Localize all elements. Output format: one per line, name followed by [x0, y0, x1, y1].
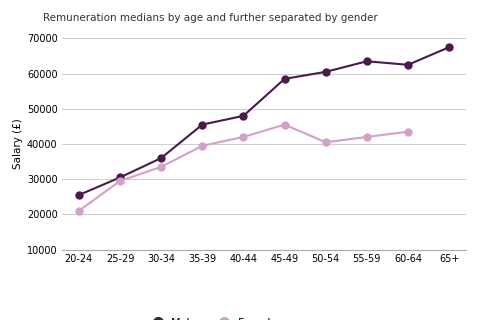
Male: [405, 63, 411, 67]
Female: [76, 209, 82, 213]
Line: Male: Male: [75, 44, 453, 198]
Male: [240, 114, 246, 118]
Male: [117, 175, 123, 179]
Legend: Male, Female: Male, Female: [149, 313, 282, 320]
Female: [158, 165, 164, 169]
Female: [405, 130, 411, 133]
Female: [199, 144, 205, 148]
Female: [117, 179, 123, 183]
Male: [446, 45, 452, 49]
Female: [323, 140, 329, 144]
Y-axis label: Salary (£): Salary (£): [12, 119, 23, 169]
Male: [282, 77, 288, 81]
Line: Female: Female: [75, 121, 411, 214]
Female: [364, 135, 370, 139]
Male: [199, 123, 205, 126]
Male: [364, 59, 370, 63]
Female: [240, 135, 246, 139]
Male: [76, 193, 82, 197]
Male: [323, 70, 329, 74]
Male: [158, 156, 164, 160]
Female: [282, 123, 288, 126]
Text: Remuneration medians by age and further separated by gender: Remuneration medians by age and further …: [43, 13, 378, 23]
